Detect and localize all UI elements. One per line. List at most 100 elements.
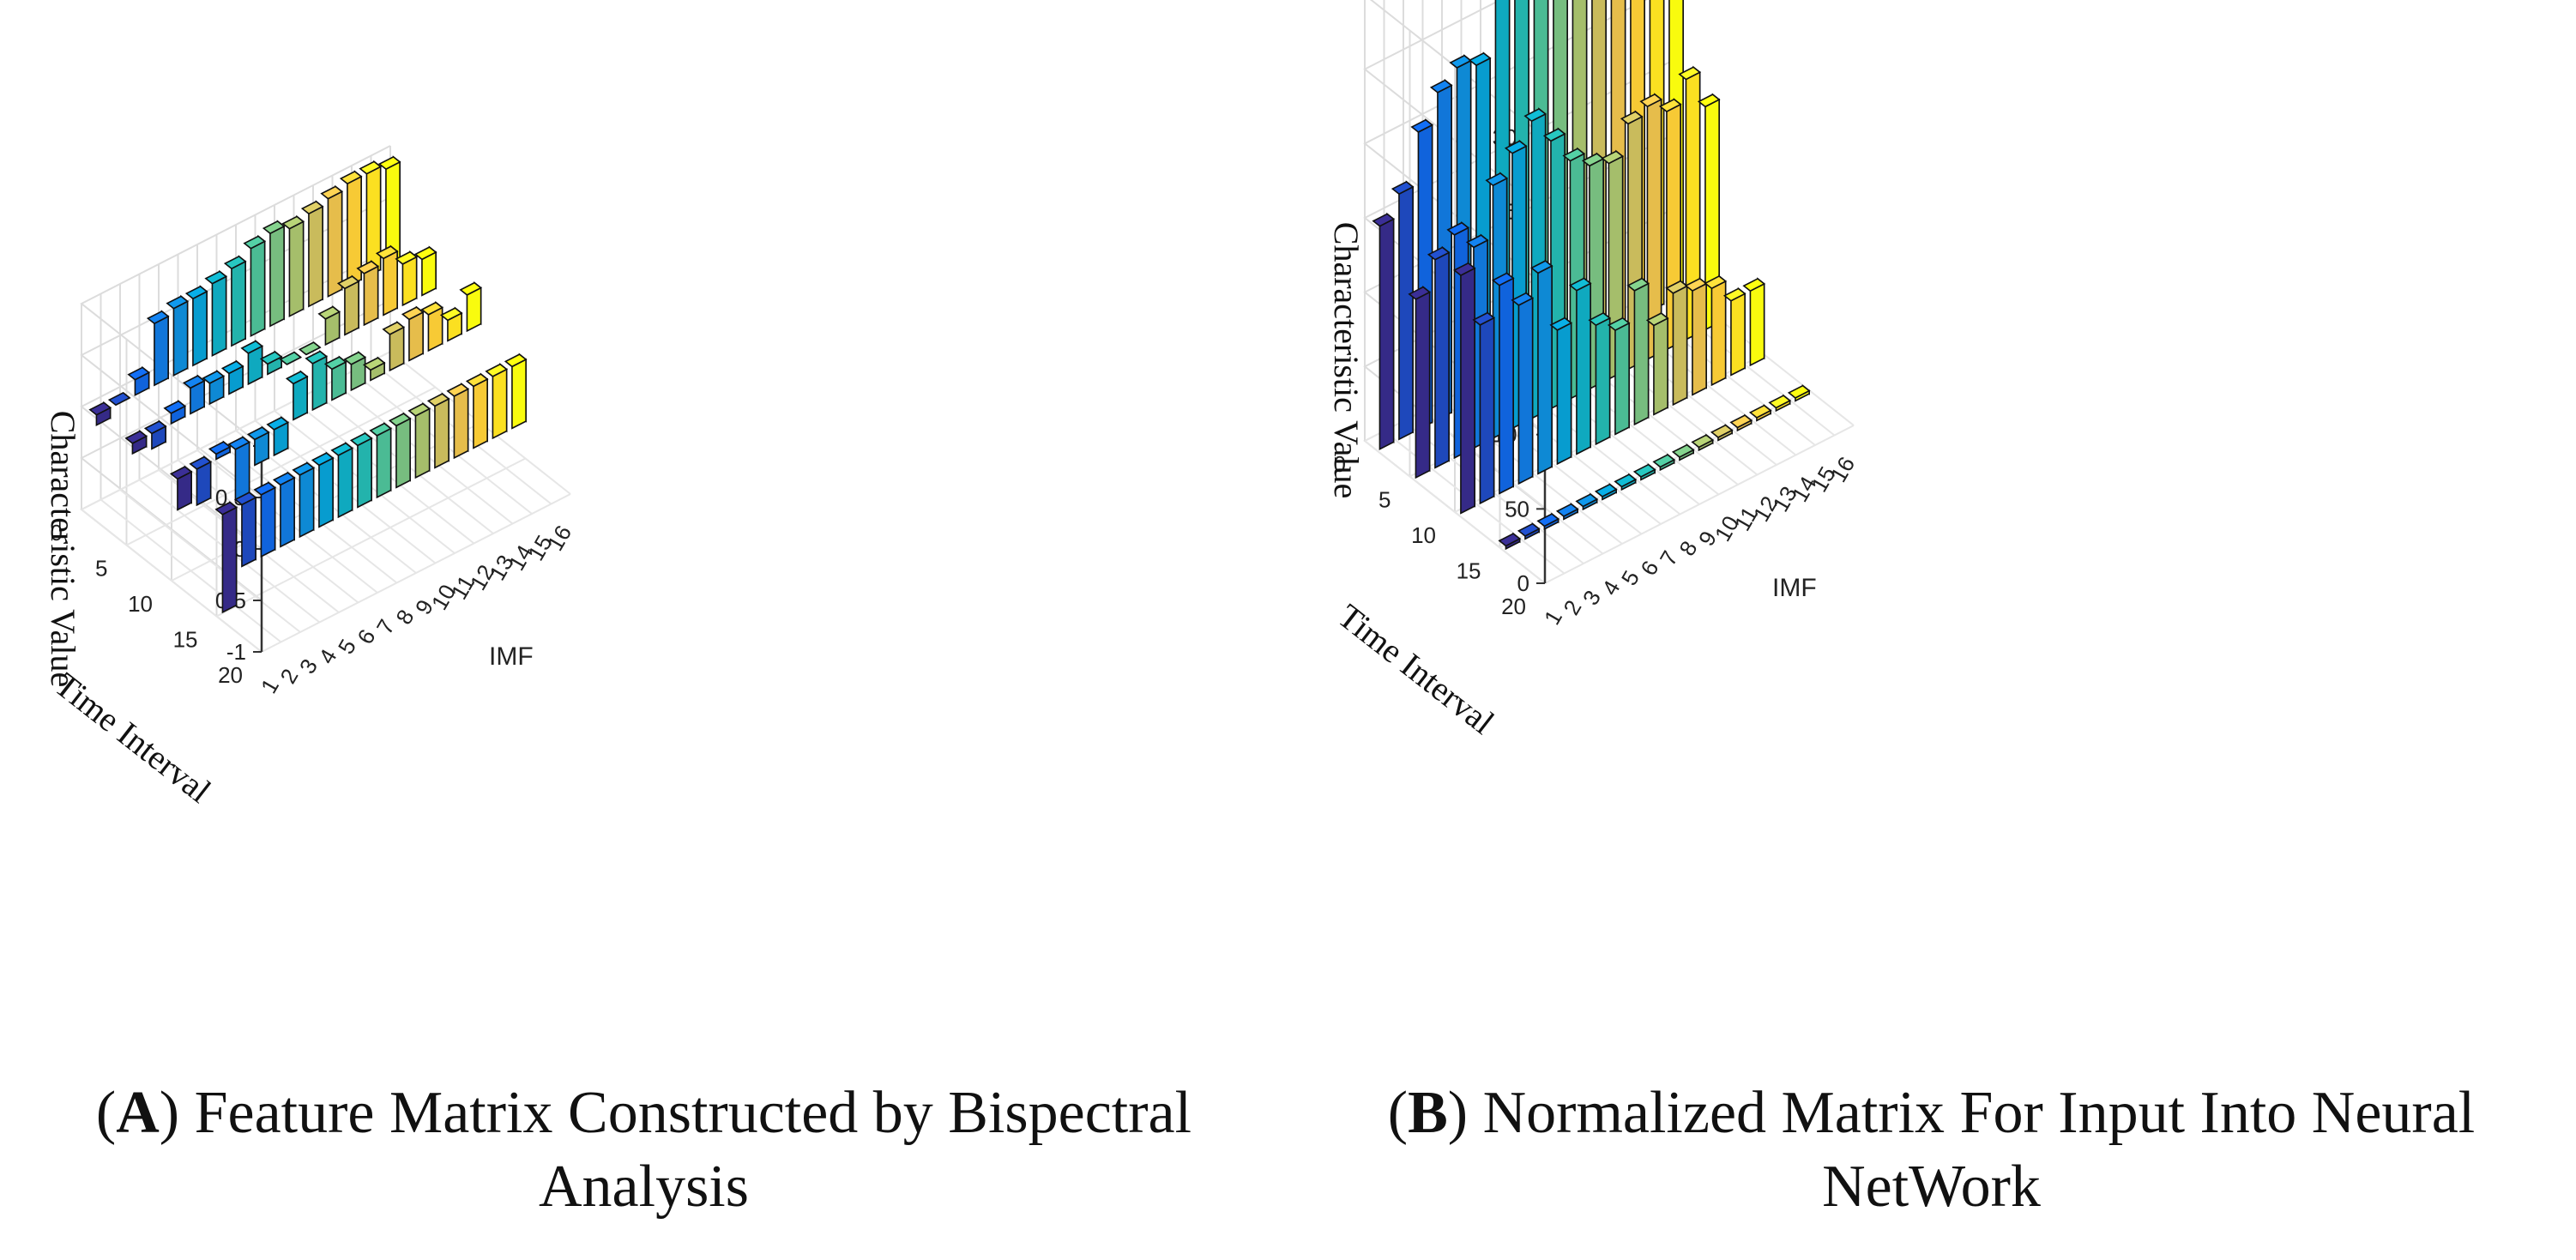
bar [1645, 311, 1669, 416]
bar-front [1576, 282, 1591, 455]
z-tick-label: 0 [1517, 570, 1529, 596]
bar [459, 280, 483, 333]
bar-top [227, 436, 251, 450]
bar [124, 429, 148, 455]
y-axis-title: Time Interval [1330, 596, 1501, 741]
bar-front [1749, 282, 1765, 367]
bar-top [362, 357, 386, 371]
y-tick-label: 0 [1334, 451, 1346, 477]
bar-top [388, 413, 412, 427]
bar-top [1446, 221, 1470, 236]
caption-a-letter: A [116, 1080, 160, 1146]
bar [323, 355, 347, 401]
bar-top [407, 402, 431, 417]
bar-front [308, 205, 323, 308]
bar [223, 255, 247, 347]
bar [311, 451, 335, 528]
caption-b: (B) Normalized Matrix For Input Into Neu… [1387, 1080, 2476, 1220]
caption-b-line2: NetWork [1822, 1154, 2041, 1220]
y-tick-label: 20 [218, 662, 243, 688]
bar-front [1595, 317, 1611, 446]
bar-top [1620, 111, 1644, 125]
bar [1722, 286, 1746, 377]
bar [88, 401, 112, 426]
bar-front [511, 358, 527, 430]
bar-top [1472, 311, 1496, 326]
bar [143, 419, 167, 450]
bar [208, 440, 232, 461]
bar3d-chart-b: 3002502001501005000510152012345678910111… [1327, 0, 1860, 742]
bar-top [189, 455, 213, 470]
bar-front [234, 441, 250, 503]
bar [1632, 463, 1656, 481]
bar-top [359, 160, 383, 175]
bar [227, 435, 251, 503]
bar [401, 305, 425, 362]
bar [420, 300, 444, 353]
bar [220, 359, 244, 395]
bar [1729, 413, 1753, 432]
bar-top [1639, 93, 1663, 108]
bar [243, 234, 267, 337]
bar-top [1678, 66, 1702, 81]
bar-top [1581, 153, 1605, 167]
bar-top [1372, 213, 1396, 227]
bar-top [1645, 312, 1669, 327]
bar [259, 350, 283, 376]
bar-top [1555, 503, 1579, 517]
bar [349, 431, 373, 509]
bar-top [1517, 522, 1541, 537]
bar [285, 370, 309, 421]
bar-top [317, 305, 341, 320]
bar [1517, 522, 1541, 540]
bar-top [214, 501, 238, 515]
bar [388, 412, 412, 489]
bar [1710, 424, 1734, 442]
bar-top [1652, 454, 1676, 468]
bar-top [401, 306, 425, 321]
bar-front [357, 437, 372, 509]
bar-top [107, 391, 131, 407]
bar-front [1460, 267, 1475, 515]
bar-top [169, 466, 193, 480]
bar-front [453, 388, 469, 460]
bar-top [420, 301, 444, 316]
bar-top [1665, 280, 1689, 294]
bar-top [305, 350, 329, 365]
bar [184, 285, 208, 367]
y-tick-label: 10 [128, 591, 153, 617]
bar-top [1607, 317, 1631, 331]
bar-top [1408, 286, 1432, 300]
bar [1748, 404, 1772, 422]
bar-front [1517, 297, 1534, 485]
bar-front [414, 407, 431, 479]
bar [169, 465, 193, 511]
bar-top [124, 430, 148, 444]
bar-front [1556, 322, 1572, 466]
bar-top [143, 420, 167, 435]
bar [1614, 473, 1638, 491]
bar [320, 184, 344, 298]
bar-front [365, 166, 382, 278]
bar [395, 250, 419, 307]
bar-top [485, 363, 509, 377]
bar [504, 353, 528, 430]
bar-top [1529, 260, 1553, 274]
bar-top [1391, 180, 1415, 196]
bar-front [280, 476, 295, 548]
bar [426, 392, 450, 469]
bar-top [377, 155, 401, 171]
bar-front [192, 290, 208, 367]
x-axis-title: IMF [489, 642, 534, 671]
bar-top [1449, 54, 1473, 69]
bar-top [1594, 483, 1618, 497]
caption-a: (A) Feature Matrix Constructed by Bispec… [95, 1080, 1192, 1220]
bar [1372, 212, 1396, 450]
bar-top [243, 235, 267, 250]
bar-top [1465, 234, 1489, 249]
bar-top [1568, 277, 1592, 292]
bar [465, 372, 489, 449]
bar-front [260, 486, 276, 558]
bar-top [298, 341, 322, 356]
bar [339, 170, 363, 288]
